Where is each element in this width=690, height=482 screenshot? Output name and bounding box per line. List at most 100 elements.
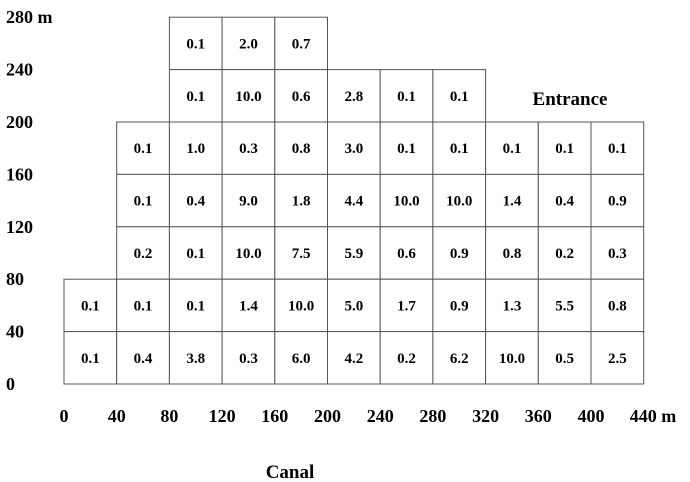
grid-cell: 0.1 [116,173,170,228]
grid-cell-value: 3.0 [344,141,363,157]
grid-cell-value: 0.1 [134,298,153,314]
grid-cell-border [168,16,223,71]
grid-cell-border [537,173,592,228]
y-tick-label: 0 [6,374,15,394]
grid-cell: 0.1 [168,16,223,71]
grid-cell-value: 9.0 [239,194,258,210]
x-tick-label: 80 [160,406,178,426]
grid-cell-value: 0.3 [239,351,258,367]
grid-cell-border [221,331,276,385]
grid-cell-value: 4.2 [344,351,363,367]
x-tick-label: 0 [60,406,69,426]
grid-cell-value: 0.3 [239,141,258,157]
y-tick-label: 120 [6,217,33,237]
grid-cell-value: 0.9 [450,298,469,314]
grid-cell-border [116,121,170,175]
grid-cell-border [379,331,434,385]
grid-cell: 0.9 [432,226,487,280]
grid-cell-border [274,331,328,385]
grid-cell-border [327,331,381,385]
grid-cell-border [379,69,434,123]
grid-cell-border [590,331,645,385]
grid-cell: 2.0 [221,16,276,71]
canal-label: Canal [266,462,315,482]
grid-cell: 0.1 [432,69,487,123]
grid-cell: 2.5 [590,331,645,385]
grid-cell: 9.0 [221,173,276,228]
grid-cell-border [63,331,118,385]
grid-cell: 10.0 [485,331,539,385]
x-tick-label: 400 [578,406,605,426]
grid-cell: 0.2 [116,226,170,280]
grid-cell-value: 0.4 [555,194,574,210]
grid-cell-value: 0.5 [555,351,574,367]
grid-cell-value: 5.9 [344,246,363,262]
grid-cell: 0.9 [432,278,487,333]
x-tick-label: 320 [472,406,499,426]
grid-cell: 2.8 [327,69,381,123]
grid-cell-border [379,278,434,333]
grid-cell: 0.1 [63,278,118,333]
x-tick-label: 280 [419,406,446,426]
grid-cell-border [221,278,276,333]
grid-cell: 0.7 [274,16,328,71]
grid-cell-value: 0.6 [292,89,311,105]
grid-cell-border [221,173,276,228]
y-tick-label: 240 [6,60,33,80]
y-tick-label: 280 m [6,7,53,27]
grid-cell-value: 3.8 [186,351,205,367]
grid-cell-border [432,226,487,280]
grid-cell: 1.4 [221,278,276,333]
grid-cell: 0.4 [168,173,223,228]
grid-cell-value: 0.8 [292,141,311,157]
grid-cell-border [379,173,434,228]
grid-cell: 10.0 [221,69,276,123]
grid-cell: 7.5 [274,226,328,280]
grid-cell: 0.1 [379,121,434,175]
grid-cell-border [485,226,539,280]
x-tick-label: 160 [261,406,288,426]
grid-cell-border [590,278,645,333]
grid-cell: 1.0 [168,121,223,175]
grid-cell: 0.6 [379,226,434,280]
grid-cell-border [590,121,645,175]
grid-cell-border [327,121,381,175]
x-tick-label: 40 [108,406,126,426]
grid-cell: 0.1 [116,121,170,175]
grid-cell-value: 0.6 [397,246,416,262]
y-tick-label: 160 [6,164,33,184]
grid-cell: 0.2 [379,331,434,385]
grid-cell: 0.2 [537,226,592,280]
grid-cell: 0.9 [590,173,645,228]
grid-cell: 6.2 [432,331,487,385]
grid-cell-value: 10.0 [235,89,261,105]
grid-cell-border [485,173,539,228]
grid-cell-value: 10.0 [446,194,472,210]
grid-cell-border [590,226,645,280]
grid-cell-value: 5.5 [555,298,574,314]
grid-cell: 3.8 [168,331,223,385]
grid-cell-border [221,121,276,175]
grid-cell: 0.8 [485,226,539,280]
grid-cell-value: 0.1 [134,141,153,157]
grid-cell-value: 0.1 [186,246,205,262]
grid-cell-border [485,331,539,385]
grid-cell-value: 1.0 [186,141,205,157]
grid-cell: 3.0 [327,121,381,175]
grid-cell-border [590,173,645,228]
grid-cell-border [432,121,487,175]
grid-cell-value: 0.7 [292,36,311,52]
grid-cell-value: 0.1 [555,141,574,157]
grid-cell-border [537,278,592,333]
grid-cell-border [168,278,223,333]
grid-cell: 1.4 [485,173,539,228]
grid-cell-border [63,278,118,333]
grid-cell-value: 2.0 [239,36,258,52]
grid-cell-value: 1.3 [503,298,522,314]
grid-cell-value: 0.9 [608,194,627,210]
grid-cell-value: 2.5 [608,351,627,367]
grid-cell-border [116,173,170,228]
grid-cell-value: 0.1 [81,298,100,314]
grid-cell: 0.5 [537,331,592,385]
grid-cell: 0.4 [537,173,592,228]
